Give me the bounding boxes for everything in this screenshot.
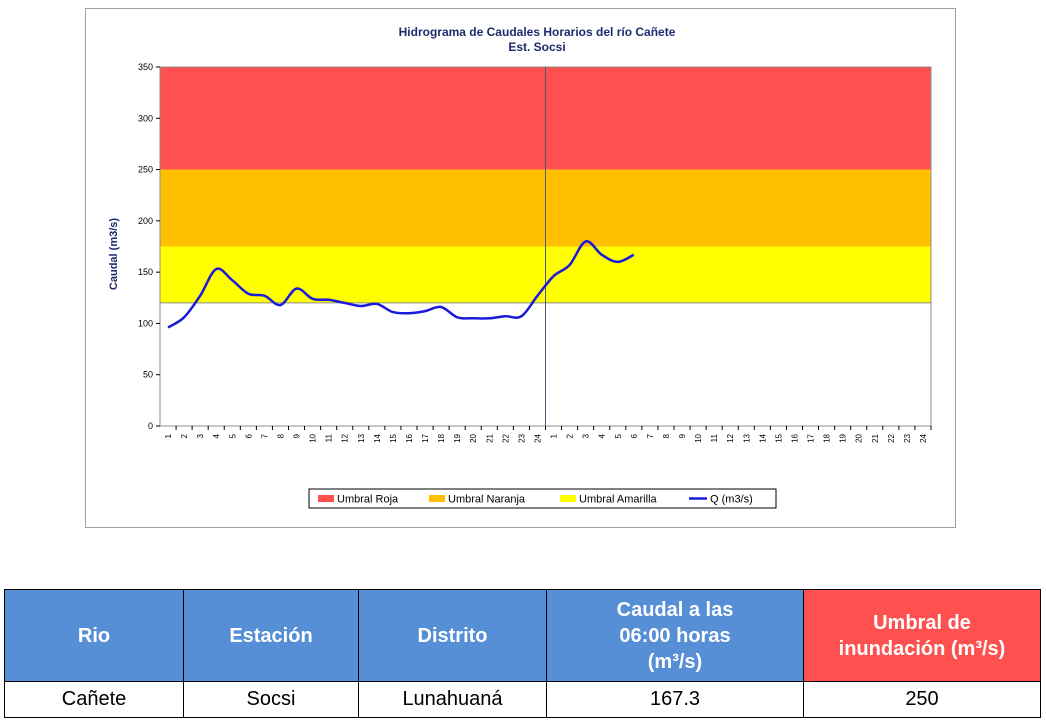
legend-label-1: Umbral Naranja xyxy=(448,494,526,506)
x-tick-label-6: 7 xyxy=(260,433,269,438)
x-tick-label-35: 12 xyxy=(726,433,735,442)
header-estacion: Estación xyxy=(183,589,359,682)
x-tick-label-38: 15 xyxy=(774,433,783,442)
x-tick-label-47: 24 xyxy=(919,433,928,442)
x-tick-label-42: 19 xyxy=(839,433,848,442)
x-tick-label-29: 6 xyxy=(630,433,639,438)
y-tick-label-7: 350 xyxy=(138,62,153,72)
x-tick-label-16: 17 xyxy=(421,433,430,442)
table-row: Cañete Socsi Lunahuaná 167.3 250 xyxy=(4,681,1041,718)
y-tick-label-4: 200 xyxy=(138,216,153,226)
x-tick-label-8: 9 xyxy=(293,433,302,438)
x-tick-label-18: 19 xyxy=(453,433,462,442)
cell-estacion: Socsi xyxy=(183,681,359,718)
header-umbral-text: Umbral de inundación (m³/s) xyxy=(838,611,1006,660)
x-tick-label-31: 8 xyxy=(662,433,671,438)
x-tick-label-10: 11 xyxy=(325,433,334,442)
series-line-0 xyxy=(167,240,635,329)
x-tick-label-39: 16 xyxy=(790,433,799,442)
x-tick-label-34: 11 xyxy=(710,433,719,442)
x-tick-label-28: 5 xyxy=(614,433,623,438)
x-tick-label-30: 7 xyxy=(646,433,655,438)
legend-swatch-1 xyxy=(429,495,445,502)
x-tick-label-40: 17 xyxy=(807,433,816,442)
x-tick-label-2: 3 xyxy=(196,433,205,438)
legend-label-2: Umbral Amarilla xyxy=(579,494,658,506)
y-tick-label-1: 50 xyxy=(143,370,153,380)
x-tick-label-3: 4 xyxy=(212,433,221,438)
x-tick-label-12: 13 xyxy=(357,433,366,442)
cell-distrito: Lunahuaná xyxy=(358,681,547,718)
x-tick-label-37: 14 xyxy=(758,433,767,442)
x-tick-label-1: 2 xyxy=(180,433,189,438)
x-tick-label-36: 13 xyxy=(742,433,751,442)
x-tick-label-11: 12 xyxy=(341,433,350,442)
table-header-row: Rio Estación Distrito Caudal a las 06:00… xyxy=(4,589,1041,682)
x-tick-label-45: 22 xyxy=(887,433,896,442)
chart-subtitle: Est. Socsi xyxy=(508,40,565,54)
x-tick-label-21: 22 xyxy=(501,433,510,442)
x-tick-label-20: 21 xyxy=(485,433,494,442)
x-tick-label-7: 8 xyxy=(276,433,285,438)
x-tick-label-5: 6 xyxy=(244,433,253,438)
x-tick-label-26: 3 xyxy=(582,433,591,438)
x-tick-label-13: 14 xyxy=(373,433,382,442)
x-tick-label-27: 4 xyxy=(598,433,607,438)
y-axis-label: Caudal (m3/s) xyxy=(108,218,120,290)
header-rio: Rio xyxy=(4,589,184,682)
y-tick-label-3: 150 xyxy=(138,267,153,277)
x-tick-label-9: 10 xyxy=(309,433,318,442)
x-tick-label-33: 10 xyxy=(694,433,703,442)
legend-label-3: Q (m3/s) xyxy=(710,494,753,506)
x-tick-label-23: 24 xyxy=(533,433,542,442)
hydrograph-chart: Hidrograma de Caudales Horarios del río … xyxy=(85,8,956,528)
cell-caudal: 167.3 xyxy=(546,681,804,718)
x-tick-label-22: 23 xyxy=(517,433,526,442)
header-distrito: Distrito xyxy=(358,589,547,682)
header-caudal-text: Caudal a las 06:00 horas (m³/s) xyxy=(616,598,734,673)
legend-box xyxy=(308,488,777,509)
y-tick-label-6: 300 xyxy=(138,113,153,123)
x-tick-label-4: 5 xyxy=(228,433,237,438)
x-tick-label-41: 18 xyxy=(823,433,832,442)
header-umbral: Umbral de inundación (m³/s) xyxy=(803,589,1041,682)
header-caudal: Caudal a las 06:00 horas (m³/s) xyxy=(546,589,804,682)
chart-title: Hidrograma de Caudales Horarios del río … xyxy=(399,25,676,39)
x-tick-label-0: 1 xyxy=(164,433,173,438)
station-info-table: Rio Estación Distrito Caudal a las 06:00… xyxy=(4,589,1041,718)
x-tick-label-15: 16 xyxy=(405,433,414,442)
legend: Umbral Roja Umbral Naranja Umbral Amarilla… xyxy=(308,488,777,509)
x-tick-label-14: 15 xyxy=(389,433,398,442)
cell-umbral: 250 xyxy=(803,681,1041,718)
x-tick-label-25: 2 xyxy=(566,433,575,438)
x-tick-label-24: 1 xyxy=(550,433,559,438)
legend-swatch-0 xyxy=(318,495,334,502)
y-tick-label-5: 250 xyxy=(138,165,153,175)
x-tick-label-19: 20 xyxy=(469,433,478,442)
x-tick-label-46: 23 xyxy=(903,433,912,442)
cell-rio: Cañete xyxy=(4,681,184,718)
legend-label-0: Umbral Roja xyxy=(337,494,399,506)
x-tick-label-32: 9 xyxy=(678,433,687,438)
y-tick-label-2: 100 xyxy=(138,318,153,328)
x-tick-label-44: 21 xyxy=(871,433,880,442)
x-tick-label-17: 18 xyxy=(437,433,446,442)
y-tick-label-0: 0 xyxy=(148,421,153,431)
chart-canvas: Hidrograma de Caudales Horarios del río … xyxy=(108,25,932,509)
x-tick-label-43: 20 xyxy=(855,433,864,442)
legend-swatch-2 xyxy=(560,495,576,502)
